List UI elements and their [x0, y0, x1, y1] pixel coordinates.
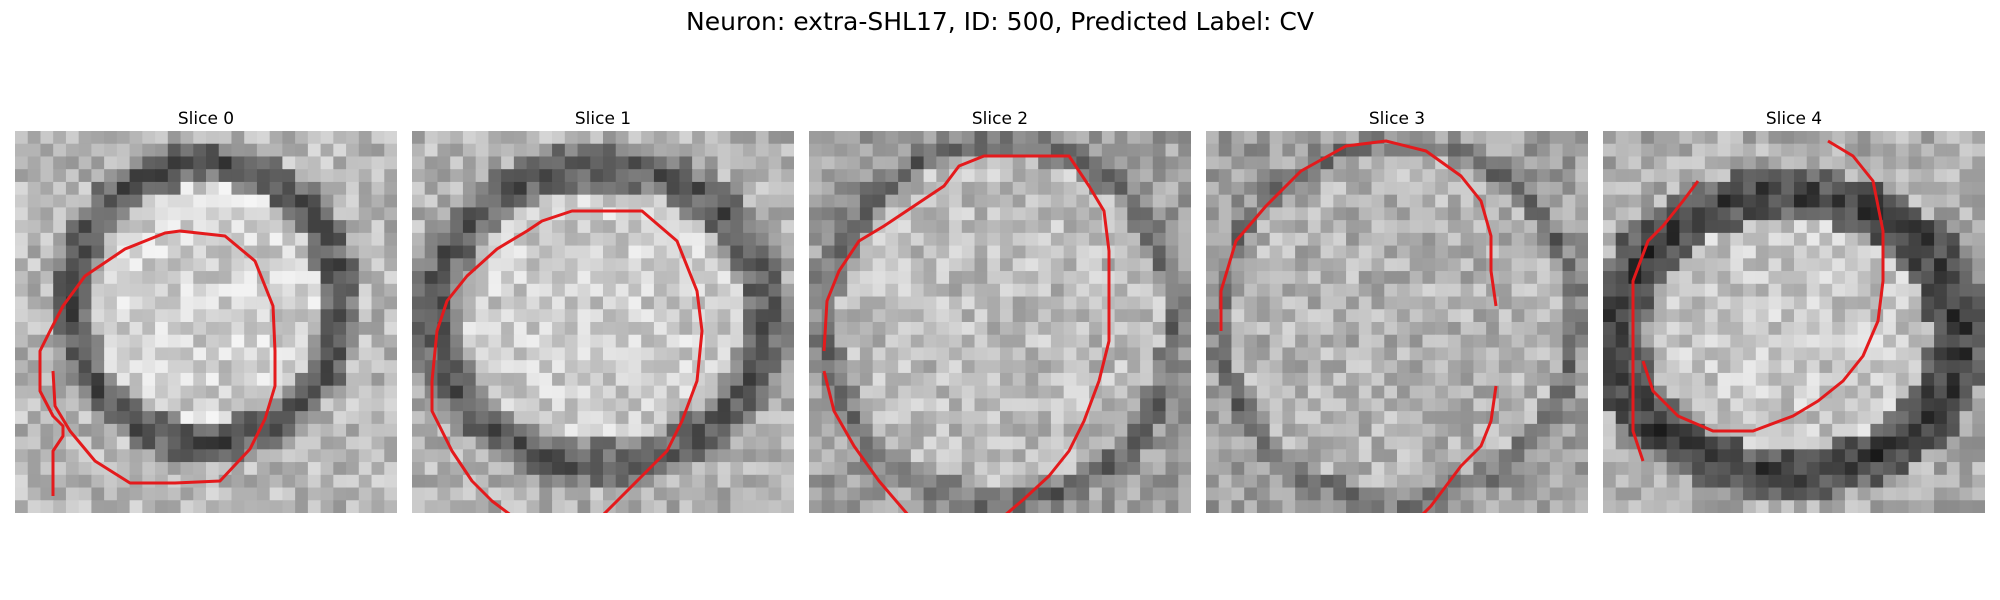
contour-line	[1421, 385, 1498, 513]
slice-image-2	[809, 131, 1191, 513]
slice-title-3: Slice 3	[1368, 109, 1426, 129]
contour-line	[430, 209, 704, 513]
slice-panel-0: Slice 0	[15, 107, 397, 513]
slice-panel-4: Slice 4	[1603, 107, 1985, 513]
contour-line	[1641, 139, 1885, 433]
contour-line	[1631, 180, 1700, 462]
slice-image-1	[412, 131, 794, 513]
figure-title: Neuron: extra-SHL17, ID: 500, Predicted …	[686, 7, 1314, 36]
slice-panel-1: Slice 1	[412, 107, 794, 513]
slice-title-2: Slice 2	[971, 109, 1029, 129]
slice-image-4	[1603, 131, 1985, 513]
contour-line	[1219, 139, 1498, 331]
contour-line	[38, 229, 277, 496]
slice-title-0: Slice 0	[177, 109, 235, 129]
slice-image-3	[1206, 131, 1588, 513]
slice-panel-3: Slice 3	[1206, 107, 1588, 513]
slice-panel-2: Slice 2	[809, 107, 1191, 513]
contour-line	[430, 381, 511, 513]
contour-line	[822, 154, 1111, 513]
slice-image-0	[15, 131, 397, 513]
slice-title-1: Slice 1	[574, 109, 632, 129]
slice-title-4: Slice 4	[1765, 109, 1823, 129]
